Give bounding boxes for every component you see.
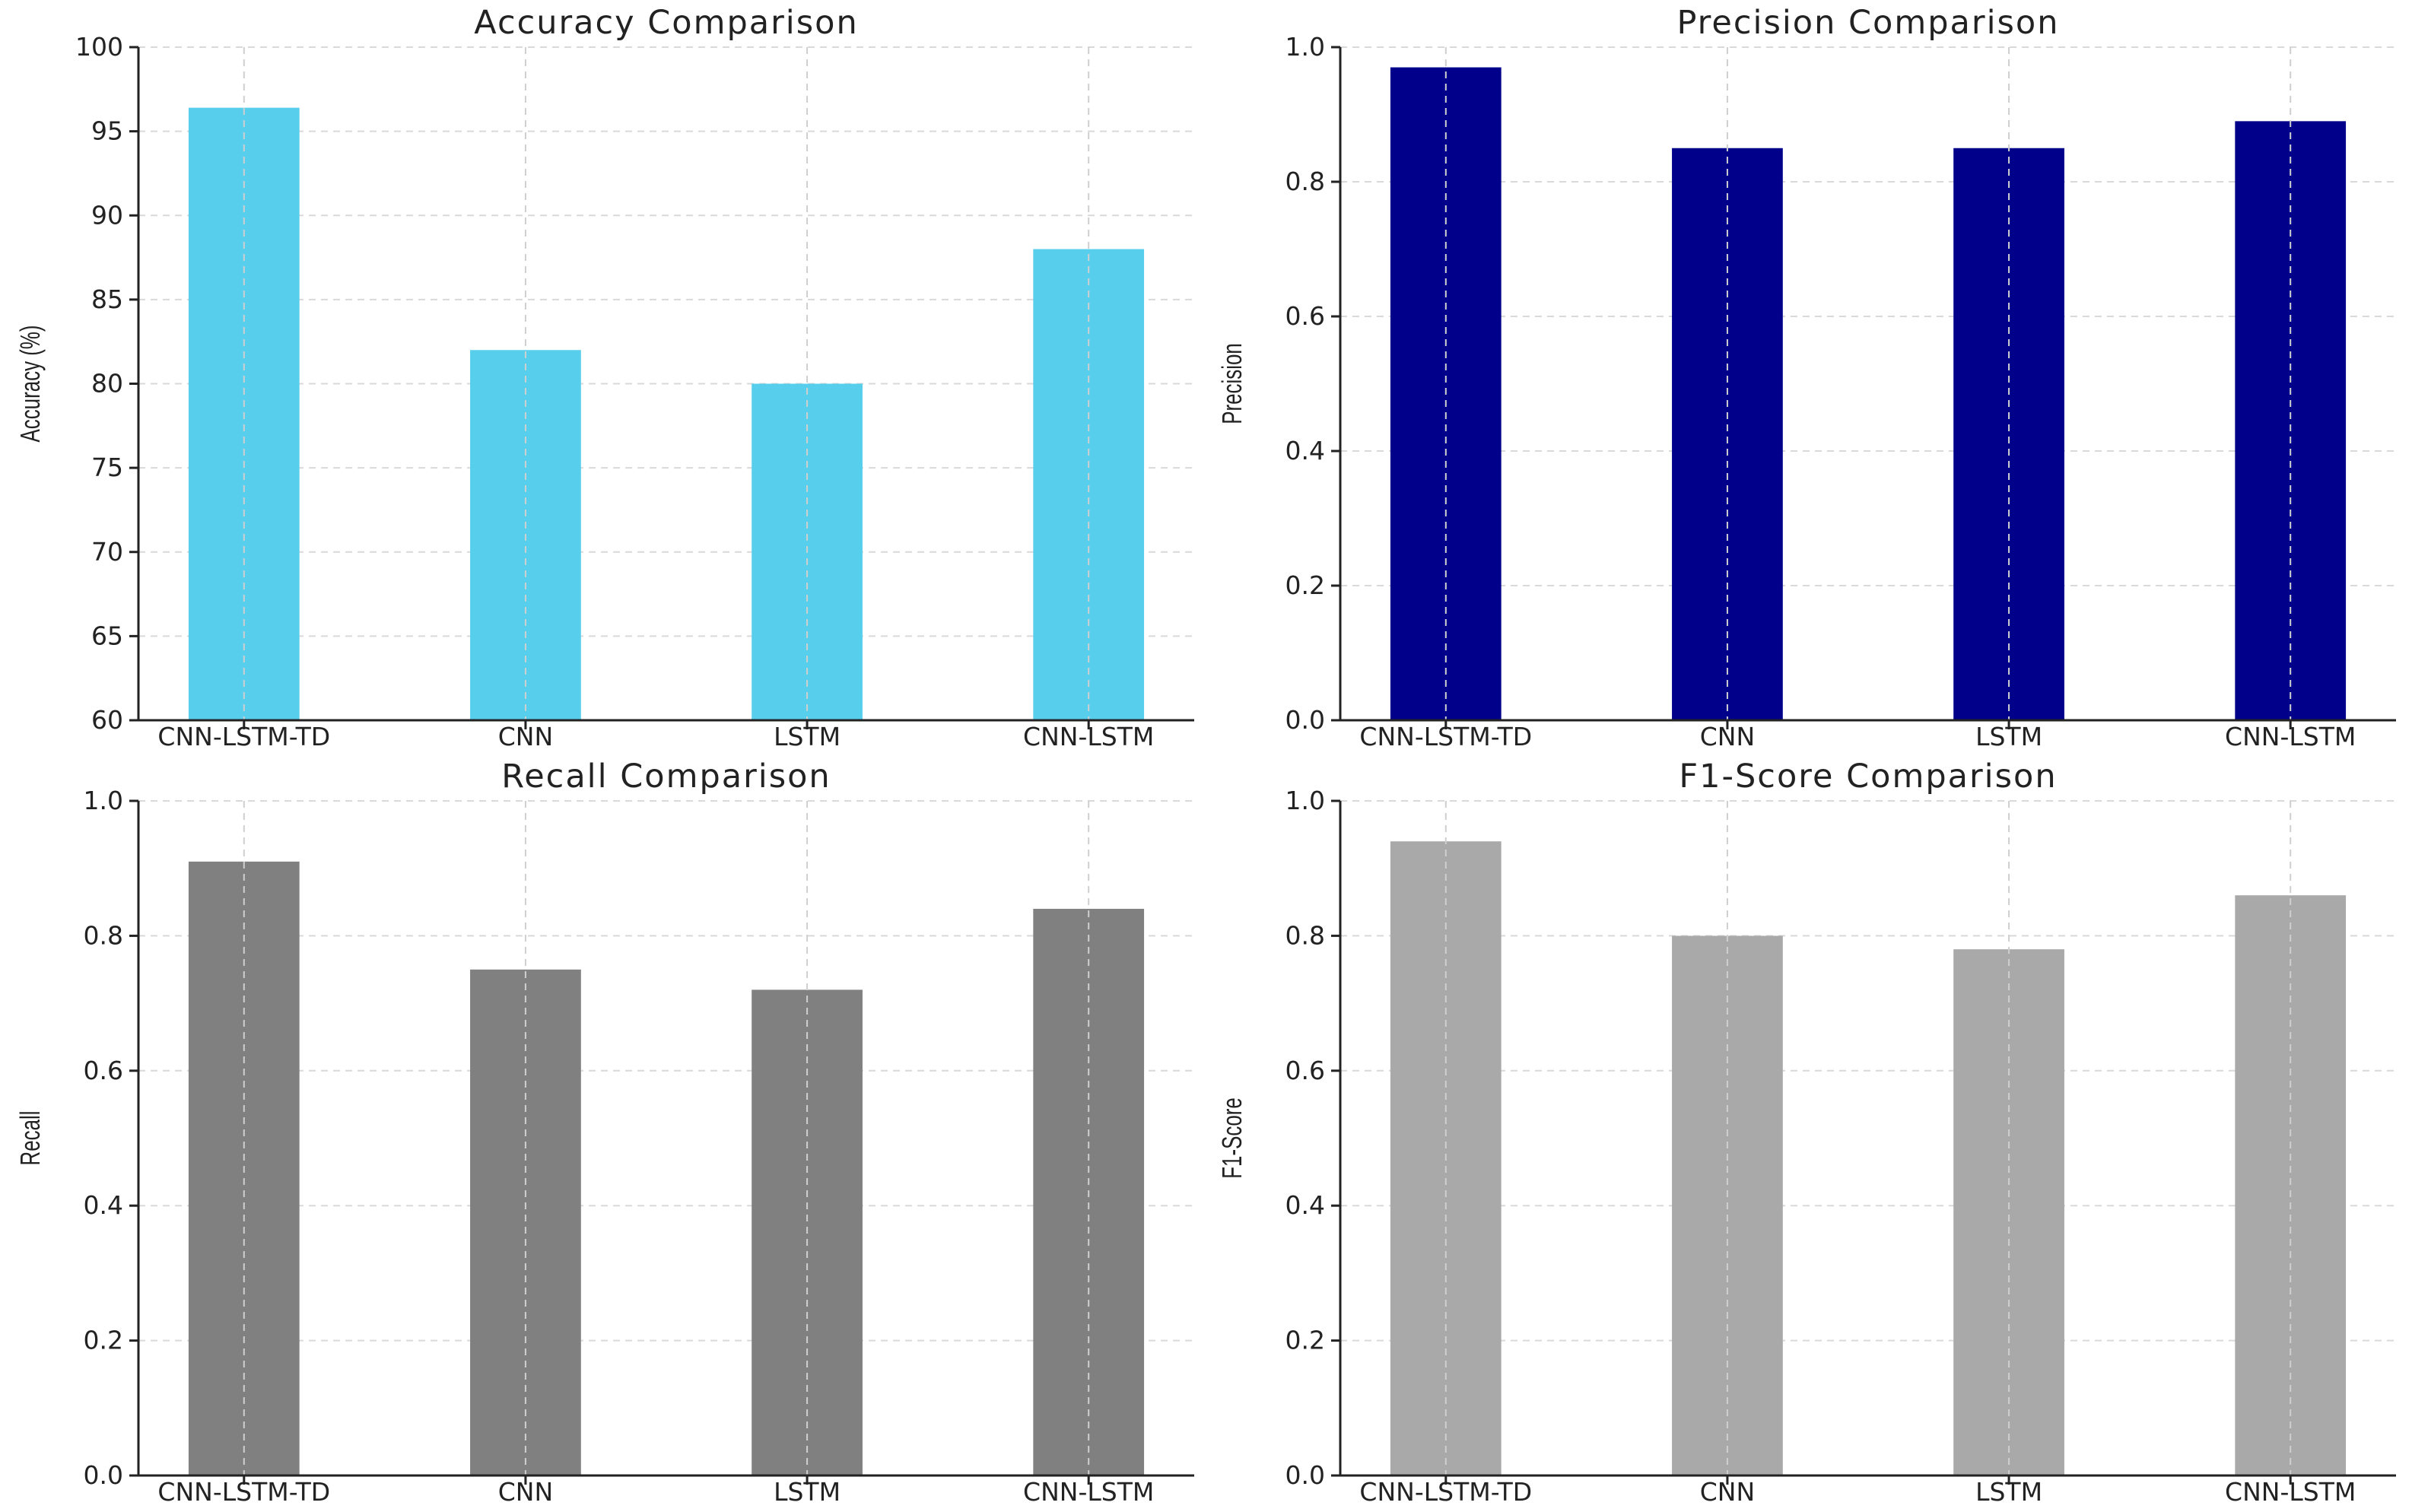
- chart-title: Recall Comparison: [501, 758, 831, 796]
- y-tick-label: 95: [91, 116, 123, 146]
- y-tick-label: 75: [91, 453, 123, 482]
- precision-comparison-panel: 0.0 0.2 0.4 0.6 0.8 1.0 CNN-LSTM-TD CNN LSTM CNN-…: [1217, 4, 2396, 751]
- accuracy-comparison-panel: 60 65 70 75 80 85 90 95 100 CNN-LSTM-TD CNN LSTM CNN…: [15, 4, 1194, 751]
- chart-title: Accuracy Comparison: [474, 4, 858, 42]
- x-tick-label: CNN-LSTM-TD: [157, 722, 330, 751]
- recall-comparison-panel: 0.0 0.2 0.4 0.6 0.8 1.0 CNN-LSTM-TD CNN LSTM CNN-…: [15, 758, 1194, 1507]
- y-tick-label: 85: [91, 284, 123, 314]
- x-tick-label: CNN-LSTM-TD: [1359, 1477, 1532, 1507]
- y-axis-label: Accuracy (%): [15, 325, 46, 442]
- y-tick-label: 1.0: [84, 786, 123, 815]
- x-tick-label: LSTM: [1975, 722, 2042, 751]
- y-tick-label: 0.8: [1285, 920, 1325, 950]
- y-axis-label: Recall: [15, 1110, 46, 1165]
- chart-title: Precision Comparison: [1677, 4, 2060, 42]
- x-tick-label: CNN-LSTM: [1023, 722, 1154, 751]
- y-tick-label: 0.4: [1285, 1190, 1325, 1220]
- x-tick-label: CNN: [498, 1477, 553, 1507]
- y-tick-label: 0.2: [84, 1326, 123, 1355]
- y-axis-label: F1-Score: [1217, 1097, 1247, 1179]
- y-tick-label: 0.0: [1285, 705, 1325, 735]
- y-tick-label: 0.6: [1285, 301, 1325, 331]
- y-tick-label: 80: [91, 369, 123, 399]
- x-tick-label: CNN: [498, 722, 553, 751]
- y-tick-label: 1.0: [1285, 786, 1325, 815]
- x-tick-label: CNN-LSTM: [2225, 722, 2356, 751]
- y-tick-label: 0.4: [84, 1190, 123, 1220]
- y-tick-label: 65: [91, 621, 123, 650]
- x-tick-label: CNN-LSTM-TD: [157, 1477, 330, 1507]
- y-tick-label: 0.8: [1285, 167, 1325, 196]
- y-tick-label: 70: [91, 537, 123, 567]
- y-tick-label: 1.0: [1285, 32, 1325, 62]
- x-tick-label: CNN: [1700, 1477, 1755, 1507]
- y-tick-label: 0.8: [84, 920, 123, 950]
- x-tick-label: LSTM: [1975, 1477, 2042, 1507]
- y-tick-label: 0.6: [84, 1056, 123, 1085]
- x-tick-label: CNN-LSTM-TD: [1359, 722, 1532, 751]
- bar-lstm: [1953, 949, 2064, 1475]
- x-tick-label: CNN-LSTM: [1023, 1477, 1154, 1507]
- y-tick-label: 90: [91, 200, 123, 230]
- y-tick-label: 100: [75, 32, 123, 62]
- y-tick-label: 0.0: [84, 1460, 123, 1490]
- x-tick-label: CNN-LSTM: [2225, 1477, 2356, 1507]
- y-tick-label: 0.0: [1285, 1460, 1325, 1490]
- y-tick-label: 0.2: [1285, 1326, 1325, 1355]
- f1-score-comparison-panel: 0.0 0.2 0.4 0.6 0.8 1.0 CNN-LSTM-TD CNN LSTM CNN-…: [1217, 758, 2396, 1507]
- y-axis-label: Precision: [1217, 343, 1247, 424]
- x-tick-label: LSTM: [774, 722, 841, 751]
- x-tick-label: CNN: [1700, 722, 1755, 751]
- y-tick-label: 60: [91, 705, 123, 735]
- chart-title: F1-Score Comparison: [1679, 758, 2057, 796]
- y-tick-label: 0.6: [1285, 1056, 1325, 1085]
- y-tick-label: 0.4: [1285, 436, 1325, 465]
- y-tick-label: 0.2: [1285, 570, 1325, 600]
- x-tick-label: LSTM: [774, 1477, 841, 1507]
